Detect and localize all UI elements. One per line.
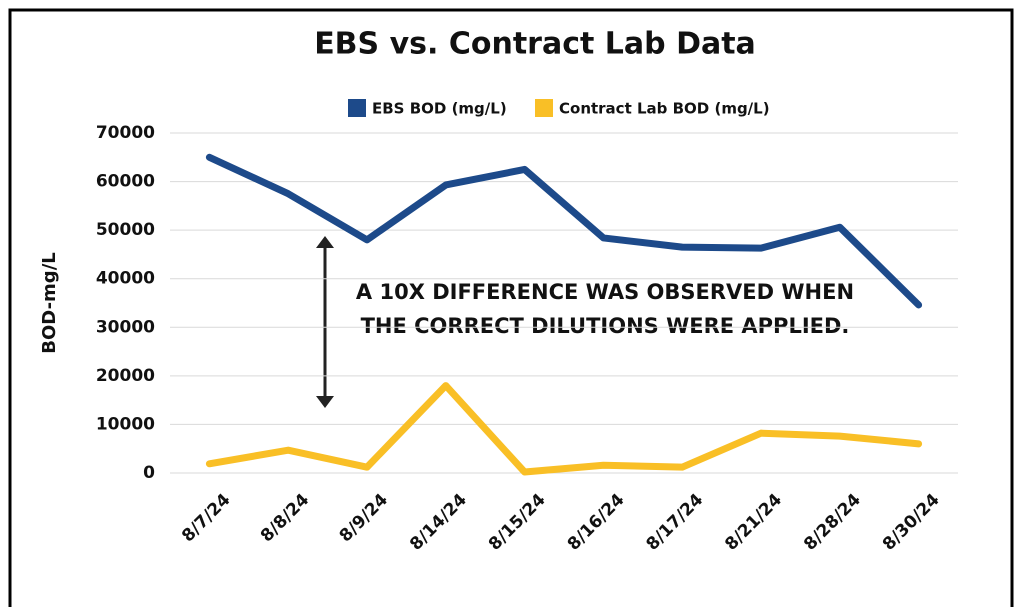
- x-tick-label: 8/15/24: [485, 490, 550, 555]
- chart-title: EBS vs. Contract Lab Data: [314, 27, 756, 62]
- legend-label: Contract Lab BOD (mg/L): [559, 100, 770, 118]
- x-tick-label: 8/17/24: [643, 490, 708, 555]
- y-axis-label: BOD-mg/L: [39, 252, 60, 353]
- x-tick-label: 8/14/24: [406, 490, 471, 555]
- y-tick-label: 10000: [96, 414, 155, 434]
- y-tick-label: 30000: [96, 317, 155, 337]
- frame: [8, 8, 1014, 607]
- x-tick-label: 8/7/24: [178, 490, 235, 547]
- arrow: [316, 236, 334, 408]
- legend-swatch: [535, 99, 553, 117]
- legend-label: EBS BOD (mg/L): [372, 100, 507, 118]
- y-tick-label: 50000: [96, 220, 155, 240]
- x-tick-label: 8/30/24: [879, 490, 944, 555]
- x-tick-label: 8/21/24: [721, 490, 786, 555]
- y-tick-label: 40000: [96, 269, 155, 289]
- x-tick-label: 8/8/24: [257, 490, 314, 547]
- annotation: A 10X DIFFERENCE WAS OBSERVED WHEN: [356, 280, 854, 304]
- annotation: THE CORRECT DILUTIONS WERE APPLIED.: [361, 314, 850, 338]
- y-tick-label: 60000: [96, 172, 155, 192]
- line: [205, 382, 923, 476]
- y-tick-label: 20000: [96, 366, 155, 386]
- x-tick-label: 8/9/24: [336, 490, 393, 547]
- line: [205, 153, 923, 309]
- x-tick-label: 8/16/24: [564, 490, 629, 555]
- y-tick-label: 70000: [96, 123, 155, 143]
- legend-swatch: [348, 99, 366, 117]
- y-tick-label: 0: [143, 463, 155, 483]
- x-tick-label: 8/28/24: [800, 490, 865, 555]
